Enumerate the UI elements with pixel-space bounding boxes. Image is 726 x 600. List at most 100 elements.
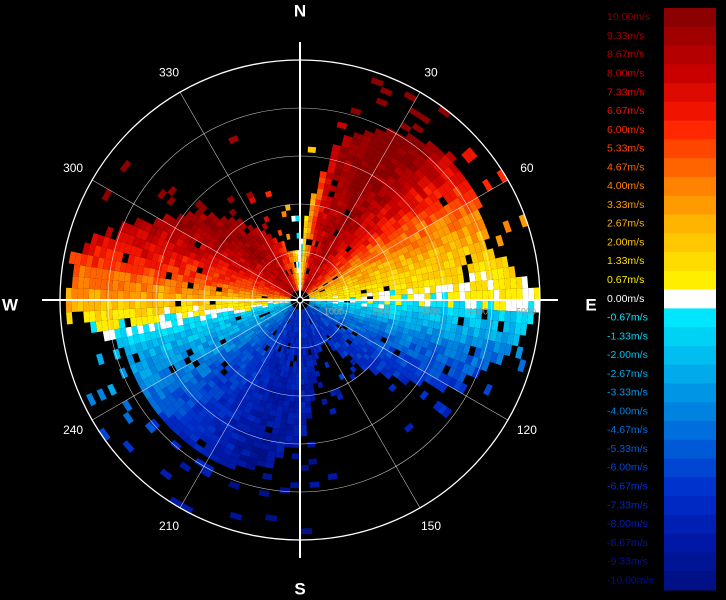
velocity-cell (309, 302, 315, 305)
velocity-cell (456, 361, 465, 372)
velocity-cell (360, 306, 367, 311)
velocity-cell (247, 457, 258, 466)
velocity-cell (108, 259, 116, 271)
velocity-cell (329, 407, 337, 415)
velocity-cell (371, 265, 379, 272)
velocity-cell (349, 219, 357, 227)
velocity-cell (237, 272, 244, 278)
velocity-cell (388, 280, 395, 286)
velocity-cell (502, 220, 512, 233)
velocity-cell (342, 309, 349, 313)
velocity-cell (201, 405, 211, 415)
velocity-cell (261, 303, 268, 306)
velocity-cell (185, 389, 195, 399)
velocity-cell (469, 308, 477, 319)
velocity-cell (209, 419, 220, 429)
velocity-cell (130, 273, 137, 283)
velocity-cell (349, 365, 357, 373)
velocity-cell (309, 276, 314, 282)
velocity-cell (306, 250, 311, 257)
velocity-cell (315, 247, 320, 254)
velocity-cell (367, 143, 378, 153)
velocity-cell (406, 243, 414, 252)
velocity-cell (285, 296, 291, 298)
velocity-cell (293, 418, 300, 425)
velocity-cell (278, 393, 285, 401)
velocity-cell (144, 258, 152, 269)
velocity-cell (78, 265, 86, 278)
velocity-cell (259, 400, 267, 408)
velocity-cell (353, 175, 362, 184)
velocity-cell (437, 403, 448, 415)
velocity-cell (402, 181, 413, 192)
velocity-cell (339, 256, 346, 263)
velocity-cell (284, 335, 289, 342)
velocity-cell (260, 277, 267, 283)
velocity-cell (236, 232, 244, 241)
velocity-cell (321, 398, 328, 406)
velocity-cell (431, 263, 439, 272)
velocity-cell (229, 342, 237, 350)
velocity-cell (285, 311, 291, 317)
velocity-cell (361, 173, 371, 182)
velocity-cell (508, 266, 516, 278)
velocity-cell (380, 272, 388, 279)
velocity-cell (382, 355, 391, 364)
velocity-cell (368, 335, 376, 343)
velocity-cell (151, 393, 162, 404)
velocity-cell (308, 458, 318, 465)
velocity-cell (369, 158, 380, 167)
velocity-cell (275, 369, 282, 376)
velocity-cell (403, 167, 415, 178)
velocity-cell (352, 132, 364, 141)
velocity-cell (433, 199, 444, 211)
velocity-cell (223, 428, 233, 437)
velocity-cell (102, 330, 111, 342)
velocity-cell (416, 318, 424, 326)
velocity-cell (247, 238, 255, 246)
velocity-cell (322, 189, 330, 197)
velocity-cell (330, 235, 337, 242)
velocity-cell (329, 155, 339, 163)
velocity-cell (101, 320, 109, 332)
velocity-cell (254, 226, 261, 234)
velocity-cell (368, 177, 378, 186)
velocity-cell (352, 317, 359, 322)
velocity-cell (270, 328, 276, 335)
velocity-cell (227, 310, 235, 316)
velocity-cell (138, 333, 147, 343)
velocity-cell (330, 310, 337, 314)
velocity-cell (228, 375, 236, 384)
velocity-cell (422, 160, 433, 171)
velocity-cell (310, 227, 316, 235)
velocity-cell (296, 309, 298, 315)
velocity-cell (270, 310, 276, 315)
velocity-cell (251, 325, 259, 331)
velocity-cell (352, 355, 360, 363)
velocity-cell (279, 273, 285, 280)
velocity-cell (400, 333, 408, 341)
colorbar-label: 2.67m/s (607, 218, 644, 230)
velocity-cell (205, 233, 213, 242)
velocity-cell (411, 158, 422, 169)
colorbar-label: -9.33m/s (607, 556, 648, 568)
velocity-cell (281, 288, 288, 293)
velocity-cell (288, 337, 292, 344)
velocity-cell (278, 320, 284, 326)
velocity-cell (122, 440, 135, 453)
velocity-cell (418, 300, 425, 307)
velocity-cell (429, 313, 436, 322)
velocity-cell (222, 332, 230, 339)
velocity-cell (193, 283, 200, 290)
velocity-cell (263, 248, 270, 255)
velocity-cell (191, 232, 201, 241)
velocity-cell (186, 300, 193, 306)
velocity-cell (266, 246, 273, 254)
velocity-cell (318, 224, 325, 231)
velocity-cell (330, 248, 337, 255)
velocity-cell (336, 181, 345, 189)
velocity-cell (94, 289, 101, 300)
velocity-cell (320, 263, 326, 269)
velocity-cell (163, 306, 171, 315)
velocity-cell (472, 327, 481, 338)
